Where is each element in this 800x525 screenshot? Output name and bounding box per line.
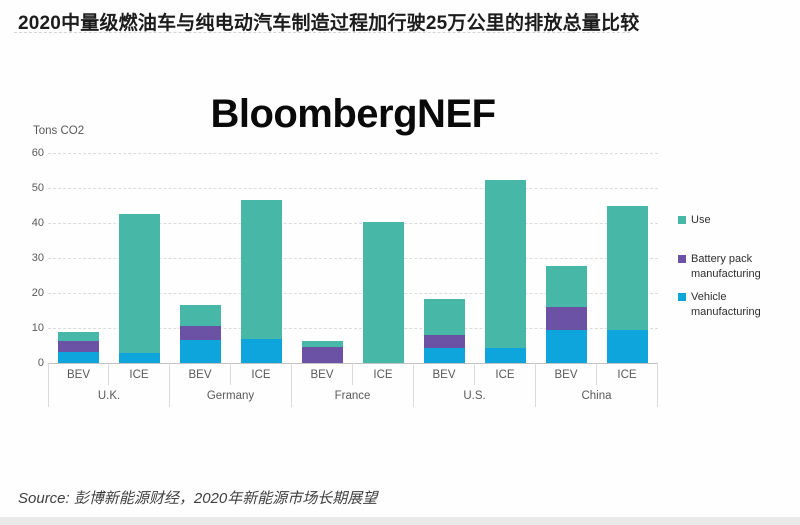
legend-item-vehicle-manufacturing: Vehicle manufacturing <box>678 290 796 320</box>
x-tick-label-bev: BEV <box>414 363 475 385</box>
bar-segment-vehicle-manufacturing <box>241 339 282 363</box>
x-group-label: U.K. <box>48 385 170 407</box>
gridline <box>48 293 658 294</box>
bar-segment-vehicle-manufacturing <box>546 329 587 363</box>
legend-label: manufacturing <box>691 306 761 318</box>
x-tick-label-bev: BEV <box>292 363 353 385</box>
gridline <box>48 328 658 329</box>
bar-segment-vehicle-manufacturing <box>58 351 99 363</box>
bar-segment-use <box>119 214 160 353</box>
bottom-page-edge <box>0 517 800 525</box>
y-tick-label: 20 <box>31 286 44 299</box>
bar-segment-vehicle-manufacturing <box>119 352 160 363</box>
bar-segment-use <box>302 340 343 347</box>
bar-segment-vehicle-manufacturing <box>180 340 221 363</box>
bar-segment-use <box>363 222 404 363</box>
x-group-label: France <box>292 385 414 407</box>
y-tick-label: 10 <box>31 321 44 334</box>
x-tick-label-ice: ICE <box>475 363 536 385</box>
legend-label: manufacturing <box>691 268 761 280</box>
gridline <box>48 153 658 154</box>
y-tick-label: 40 <box>31 216 44 229</box>
bar-segment-use <box>546 266 587 307</box>
battery-legend-swatch-icon <box>678 255 686 263</box>
gridline <box>48 258 658 259</box>
bar-segment-vehicle-manufacturing <box>424 347 465 363</box>
y-axis-unit-label: Tons CO2 <box>33 125 85 137</box>
bar-segment-battery-pack-manufacturing <box>180 325 221 341</box>
x-tick-label-ice: ICE <box>597 363 658 385</box>
legend-label: Battery pack <box>691 253 753 265</box>
chart-title: 2020中量级燃油车与纯电动汽车制造过程加行驶25万公里的排放总量比较 <box>18 13 640 34</box>
use-legend-swatch-icon <box>678 216 686 224</box>
legend-label: Use <box>691 214 711 226</box>
x-tick-label-ice: ICE <box>109 363 170 385</box>
legend-label: Vehicle <box>691 291 727 303</box>
x-axis-line <box>48 363 658 364</box>
legend-item-battery-pack-manufacturing: Battery pack manufacturing <box>678 252 796 282</box>
bar-segment-vehicle-manufacturing <box>485 347 526 363</box>
bar-segment-use <box>241 199 282 340</box>
bar-segment-battery-pack-manufacturing <box>424 335 465 348</box>
legend-item-use: Use <box>678 213 796 228</box>
x-tick-label-ice: ICE <box>231 363 292 385</box>
bar-segment-battery-pack-manufacturing <box>58 340 99 352</box>
bar-segment-battery-pack-manufacturing <box>302 346 343 363</box>
bar-segment-use <box>485 180 526 348</box>
gridline <box>48 223 658 224</box>
bar-segment-use <box>607 205 648 330</box>
vehicle-legend-swatch-icon <box>678 293 686 301</box>
x-group-label: Germany <box>170 385 292 407</box>
y-tick-label: 0 <box>37 356 44 369</box>
bar-segment-use <box>180 304 221 326</box>
x-tick-label-bev: BEV <box>48 363 109 385</box>
title-divider <box>14 32 630 33</box>
bar-segment-use <box>424 299 465 335</box>
gridline <box>48 188 658 189</box>
bar-segment-battery-pack-manufacturing <box>546 306 587 330</box>
y-tick-label: 50 <box>31 181 44 194</box>
bar-segment-use <box>58 332 99 341</box>
y-tick-label: 30 <box>31 251 44 264</box>
x-group-label: U.S. <box>414 385 536 407</box>
x-tick-label-bev: BEV <box>536 363 597 385</box>
y-tick-label: 60 <box>31 146 44 159</box>
x-tick-label-bev: BEV <box>170 363 231 385</box>
bloombergnef-watermark: BloombergNEF <box>210 92 496 136</box>
source-citation: Source: 彭博新能源财经，2020年新能源市场长期展望 <box>18 490 378 507</box>
x-tick-label-ice: ICE <box>353 363 414 385</box>
x-group-label: China <box>536 385 658 407</box>
bar-segment-vehicle-manufacturing <box>607 329 648 363</box>
